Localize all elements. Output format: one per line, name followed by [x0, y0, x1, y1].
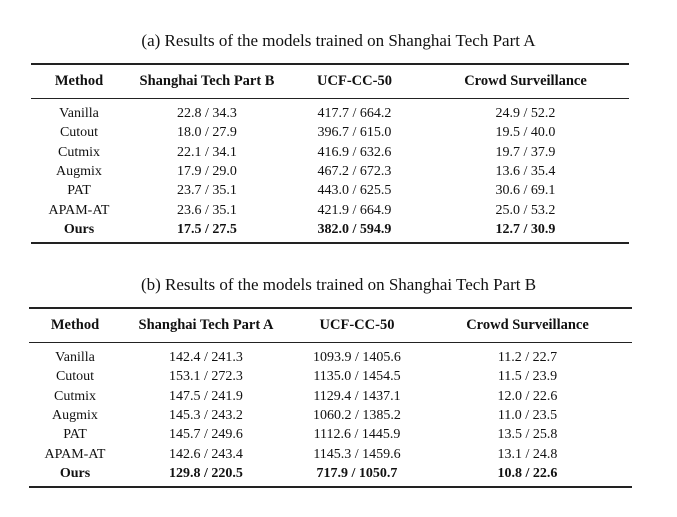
- table-row: Augmix 145.3 / 243.2 1060.2 / 1385.2 11.…: [29, 406, 632, 425]
- results-table-a: Method Shanghai Tech Part B UCF-CC-50 Cr…: [31, 63, 629, 244]
- table-row: PAT 145.7 / 249.6 1112.6 / 1445.9 13.5 /…: [29, 425, 632, 444]
- method-cell: PAT: [63, 427, 87, 443]
- value-cell: 10.8 / 22.6: [497, 465, 558, 481]
- table-b-caption: (b) Results of the models trained on Sha…: [140, 275, 537, 294]
- value-cell: 13.5 / 25.8: [497, 427, 558, 443]
- method-cell: Ours: [59, 465, 91, 481]
- value-cell: 19.7 / 37.9: [495, 144, 556, 160]
- value-cell: 1135.0 / 1454.5: [313, 369, 401, 385]
- value-cell: 145.3 / 243.2: [169, 408, 243, 424]
- value-cell: 396.7 / 615.0: [317, 125, 392, 141]
- table-a-caption: (a) Results of the models trained on Sha…: [141, 31, 536, 50]
- table-row: Vanilla 22.8 / 34.3 417.7 / 664.2 24.9 /…: [31, 99, 629, 124]
- method-cell: Vanilla: [55, 350, 95, 366]
- value-cell: 25.0 / 53.2: [495, 202, 556, 218]
- column-header: Crowd Surveillance: [464, 73, 587, 89]
- table-row: Cutmix 147.5 / 241.9 1129.4 / 1437.1 12.…: [29, 387, 632, 406]
- method-cell: Cutout: [55, 369, 95, 385]
- value-cell: 416.9 / 632.6: [317, 144, 392, 160]
- method-cell: APAM-AT: [48, 202, 110, 218]
- value-cell: 12.0 / 22.6: [497, 388, 558, 404]
- value-cell: 1060.2 / 1385.2: [313, 408, 401, 424]
- value-cell: 13.1 / 24.8: [497, 446, 558, 462]
- value-cell: 421.9 / 664.9: [317, 202, 392, 218]
- method-cell: APAM-AT: [44, 446, 106, 462]
- column-header: UCF-CC-50: [317, 73, 392, 89]
- value-cell: 23.6 / 35.1: [177, 202, 237, 218]
- value-cell: 11.0 / 23.5: [497, 408, 558, 424]
- method-cell: Augmix: [56, 164, 102, 180]
- value-cell: 11.5 / 23.9: [497, 369, 558, 385]
- table-row-ours: Ours 129.8 / 220.5 717.9 / 1050.7 10.8 /…: [29, 464, 632, 488]
- value-cell: 1093.9 / 1405.6: [313, 350, 401, 366]
- method-cell: Augmix: [52, 408, 98, 424]
- value-cell: 11.2 / 22.7: [497, 350, 558, 366]
- value-cell: 717.9 / 1050.7: [316, 465, 398, 481]
- table-row: Vanilla 142.4 / 241.3 1093.9 / 1405.6 11…: [29, 343, 632, 368]
- value-cell: 1112.6 / 1445.9: [313, 427, 401, 443]
- table-row: Cutmix 22.1 / 34.1 416.9 / 632.6 19.7 / …: [31, 143, 629, 162]
- column-header: Shanghai Tech Part B: [139, 73, 275, 89]
- value-cell: 443.0 / 625.5: [317, 183, 392, 199]
- method-cell: Vanilla: [59, 106, 99, 122]
- value-cell: 22.1 / 34.1: [177, 144, 237, 160]
- table-row-ours: Ours 17.5 / 27.5 382.0 / 594.9 12.7 / 30…: [31, 220, 629, 244]
- method-cell: Cutmix: [53, 388, 96, 404]
- method-cell: Cutmix: [57, 144, 100, 160]
- value-cell: 17.9 / 29.0: [177, 164, 237, 180]
- value-cell: 23.7 / 35.1: [177, 183, 237, 199]
- value-cell: 1129.4 / 1437.1: [313, 388, 401, 404]
- method-cell: Cutout: [59, 125, 99, 141]
- value-cell: 13.6 / 35.4: [495, 164, 556, 180]
- value-cell: 12.7 / 30.9: [495, 221, 556, 237]
- value-cell: 147.5 / 241.9: [169, 388, 243, 404]
- table-row: Cutout 18.0 / 27.9 396.7 / 615.0 19.5 / …: [31, 123, 629, 142]
- value-cell: 382.0 / 594.9: [317, 221, 392, 237]
- value-cell: 145.7 / 249.6: [169, 427, 243, 443]
- value-cell: 24.9 / 52.2: [495, 106, 556, 122]
- value-cell: 142.6 / 243.4: [169, 446, 243, 462]
- results-table-b: Method Shanghai Tech Part A UCF-CC-50 Cr…: [29, 307, 632, 488]
- value-cell: 18.0 / 27.9: [177, 125, 237, 141]
- table-header-row: Method Shanghai Tech Part B UCF-CC-50 Cr…: [31, 64, 629, 99]
- value-cell: 142.4 / 241.3: [169, 350, 243, 366]
- value-cell: 19.5 / 40.0: [495, 125, 556, 141]
- table-row: Augmix 17.9 / 29.0 467.2 / 672.3 13.6 / …: [31, 162, 629, 181]
- column-header: UCF-CC-50: [319, 317, 395, 333]
- value-cell: 153.1 / 272.3: [169, 369, 243, 385]
- table-row: APAM-AT 142.6 / 243.4 1145.3 / 1459.6 13…: [29, 444, 632, 463]
- value-cell: 30.6 / 69.1: [495, 183, 556, 199]
- table-header-row: Method Shanghai Tech Part A UCF-CC-50 Cr…: [29, 308, 632, 343]
- table-row: PAT 23.7 / 35.1 443.0 / 625.5 30.6 / 69.…: [31, 181, 629, 200]
- column-header: Method: [54, 73, 104, 89]
- value-cell: 467.2 / 672.3: [317, 164, 392, 180]
- table-row: Cutout 153.1 / 272.3 1135.0 / 1454.5 11.…: [29, 367, 632, 386]
- value-cell: 17.5 / 27.5: [177, 221, 237, 237]
- value-cell: 1145.3 / 1459.6: [313, 446, 401, 462]
- value-cell: 22.8 / 34.3: [177, 106, 237, 122]
- value-cell: 417.7 / 664.2: [317, 106, 392, 122]
- column-header: Crowd Surveillance: [466, 317, 589, 333]
- method-cell: Ours: [63, 221, 95, 237]
- table-row: APAM-AT 23.6 / 35.1 421.9 / 664.9 25.0 /…: [31, 200, 629, 219]
- method-cell: PAT: [67, 183, 91, 199]
- column-header: Method: [50, 317, 100, 333]
- value-cell: 129.8 / 220.5: [169, 465, 243, 481]
- column-header: Shanghai Tech Part A: [138, 317, 274, 333]
